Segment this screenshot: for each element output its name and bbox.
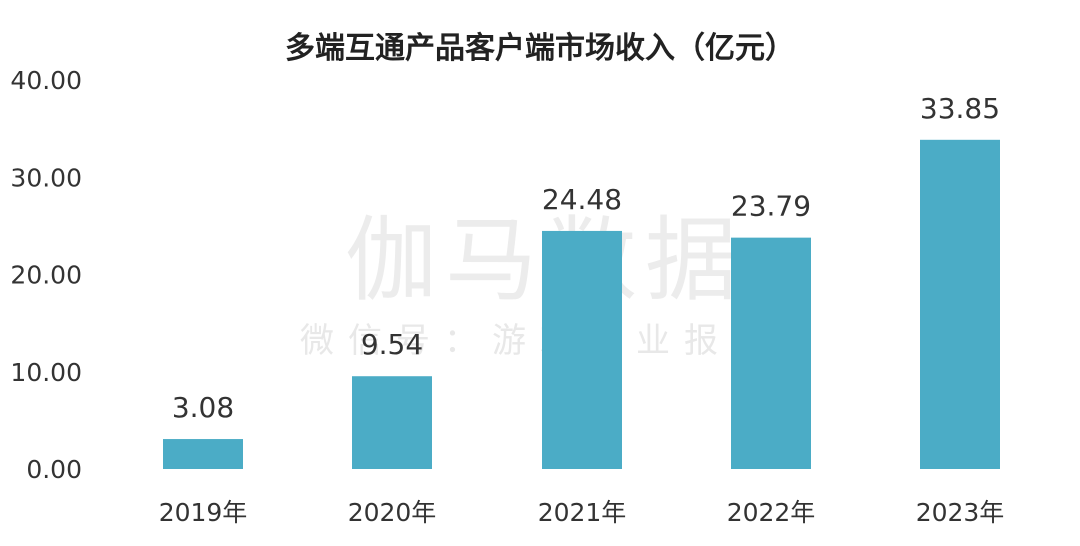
- chart-title: 多端互通产品客户端市场收入（亿元）: [285, 31, 795, 66]
- data-label: 9.54: [361, 328, 423, 361]
- bar: [352, 376, 432, 469]
- bar: [731, 237, 811, 469]
- x-tick-label: 2023年: [916, 498, 1005, 527]
- data-label: 24.48: [542, 183, 622, 216]
- y-tick-label: 30.00: [10, 163, 82, 192]
- x-tick-label: 2021年: [538, 498, 627, 527]
- y-tick-label: 0.00: [26, 455, 82, 484]
- data-label: 33.85: [920, 92, 1000, 125]
- bar: [920, 139, 1000, 469]
- x-axis: 2019年 2020年 2021年 2022年 2023年: [159, 498, 1005, 527]
- y-tick-label: 20.00: [10, 261, 82, 290]
- bar: [163, 439, 243, 469]
- x-tick-label: 2020年: [348, 498, 437, 527]
- bar: [542, 230, 622, 469]
- watermark-sub: 微信号：游戏产业报告: [300, 321, 780, 361]
- y-tick-label: 40.00: [10, 66, 82, 95]
- data-labels: 3.08 9.54 24.48 23.79 33.85: [172, 92, 1000, 424]
- data-label: 23.79: [731, 190, 811, 223]
- bars: [163, 139, 1000, 469]
- data-label: 3.08: [172, 391, 234, 424]
- watermark-main: 伽马数据: [345, 207, 745, 314]
- x-tick-label: 2022年: [727, 498, 816, 527]
- y-axis: 0.00 10.00 20.00 30.00 40.00: [10, 66, 82, 484]
- y-tick-label: 10.00: [10, 358, 82, 387]
- x-tick-label: 2019年: [159, 498, 248, 527]
